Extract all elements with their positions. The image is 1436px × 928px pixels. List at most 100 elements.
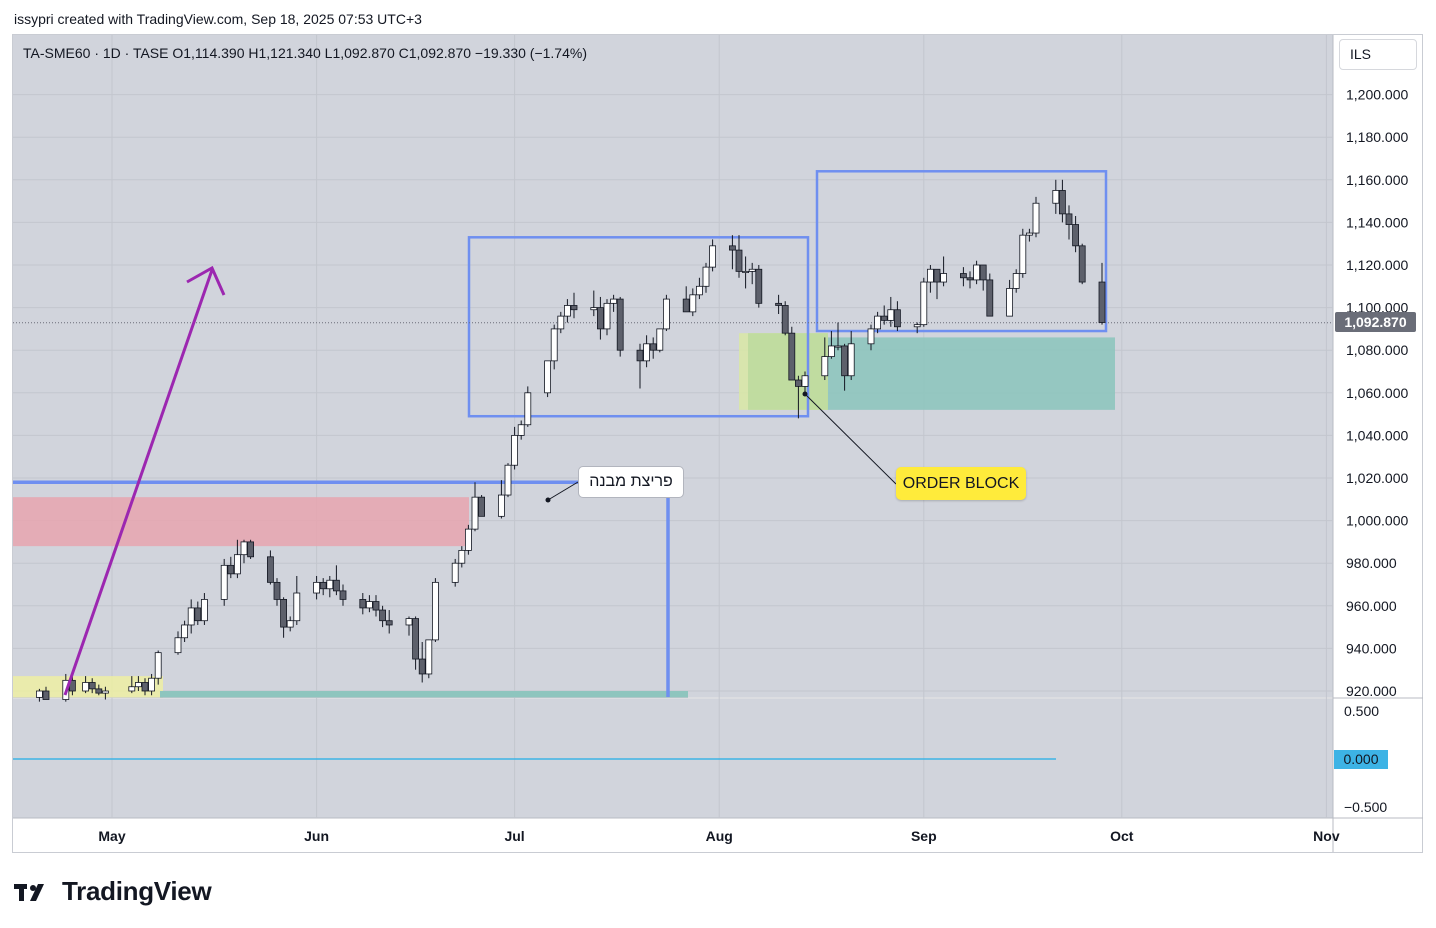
candle-up xyxy=(511,434,519,466)
candle-up xyxy=(497,494,505,517)
range-box-sept xyxy=(815,170,1108,333)
candle-up xyxy=(887,309,895,321)
candle-up xyxy=(656,328,664,351)
candle-down xyxy=(359,599,367,609)
x-tick-label: Sep xyxy=(911,828,937,844)
candle-down xyxy=(418,658,426,675)
last-price-label: 1,092.870 xyxy=(1335,312,1416,332)
candle-down xyxy=(682,298,690,313)
y-tick-label: 1,100.000 xyxy=(1346,300,1408,316)
candle-down xyxy=(266,556,274,583)
candle-up xyxy=(293,592,301,622)
candle-up xyxy=(451,562,459,583)
y-tick-label: 940.000 xyxy=(1346,640,1397,656)
candle-down xyxy=(1059,190,1066,215)
x-tick-label: Aug xyxy=(706,828,733,844)
candle-up xyxy=(471,496,479,530)
candle-up xyxy=(233,554,241,575)
candle-down xyxy=(273,581,281,600)
supply-zone xyxy=(13,497,469,547)
trend-arrow-head xyxy=(186,265,226,296)
candle-up xyxy=(702,266,710,287)
candle-up xyxy=(590,307,598,311)
order-block-label[interactable]: ORDER BLOCK xyxy=(896,467,1026,500)
candle-up xyxy=(696,285,703,296)
tradingview-logo-icon xyxy=(14,883,44,901)
candle-down xyxy=(966,277,974,281)
candle-down xyxy=(979,264,987,281)
candle-down xyxy=(319,581,327,590)
candle-up xyxy=(913,324,921,328)
chart-frame xyxy=(12,34,1423,853)
trend-arrow-line xyxy=(63,269,214,696)
candle-down xyxy=(616,298,624,351)
candle-up xyxy=(603,302,611,330)
candle-up xyxy=(940,273,947,283)
structure-break-label[interactable]: פריצת מבנה xyxy=(578,466,684,498)
candle-up xyxy=(524,392,532,426)
candle-up xyxy=(801,375,809,387)
candle-up xyxy=(431,581,439,641)
candle-up xyxy=(643,343,650,362)
candle-down xyxy=(986,279,994,317)
x-tick-label: Nov xyxy=(1313,828,1340,844)
candle-up xyxy=(1032,202,1040,234)
candle-up xyxy=(187,607,195,626)
candle-up xyxy=(867,328,875,345)
candle-up xyxy=(425,639,433,675)
x-tick-label: Oct xyxy=(1110,828,1134,844)
symbol-legend: TA-SME60 · 1D · TASE O1,114.390 H1,121.3… xyxy=(23,45,587,61)
candle-up xyxy=(405,618,413,626)
candle-up xyxy=(689,294,697,313)
candle-down xyxy=(933,268,941,283)
candle-up xyxy=(550,328,558,362)
candle-up xyxy=(154,652,162,679)
candle-up xyxy=(748,268,756,272)
oscillator-tick-label: 0.500 xyxy=(1344,703,1379,719)
structure-break-anchor xyxy=(545,497,551,503)
candle-up xyxy=(557,315,565,330)
candle-up xyxy=(1019,234,1027,274)
candle-down xyxy=(1065,213,1073,225)
y-tick-label: 960.000 xyxy=(1346,598,1397,614)
candle-up xyxy=(313,581,321,594)
candle-up xyxy=(1052,190,1060,204)
candle-down xyxy=(735,249,743,272)
candle-up xyxy=(610,298,617,304)
candle-down xyxy=(478,496,486,517)
candle-down xyxy=(1078,245,1086,283)
y-tick-label: 1,120.000 xyxy=(1346,257,1408,273)
candle-up xyxy=(102,690,109,694)
candle-up xyxy=(517,424,525,436)
y-tick-label: 1,020.000 xyxy=(1346,470,1408,486)
candle-up xyxy=(1006,288,1013,317)
candle-up xyxy=(174,637,182,654)
candle-up xyxy=(927,268,934,283)
oscillator-zero-label: 0.000 xyxy=(1334,750,1388,769)
candle-up xyxy=(544,360,551,394)
candle-down xyxy=(332,579,340,592)
candle-up xyxy=(1012,273,1020,289)
candle-down xyxy=(841,345,848,377)
base-demand-zone xyxy=(160,691,688,698)
candle-down xyxy=(1098,281,1106,323)
candle-up xyxy=(821,356,829,377)
candle-down xyxy=(788,332,796,381)
candle-up xyxy=(828,345,835,357)
y-tick-label: 1,200.000 xyxy=(1346,87,1408,103)
candle-down xyxy=(280,599,288,628)
candle-down xyxy=(247,541,255,558)
candle-up xyxy=(82,682,89,692)
candle-up xyxy=(286,620,294,628)
structure-break-connector xyxy=(547,481,579,501)
currency-button[interactable]: ILS xyxy=(1339,39,1417,70)
brand-text: TradingView xyxy=(62,876,212,906)
price-pane-bg xyxy=(13,35,1333,697)
y-tick-label: 1,040.000 xyxy=(1346,427,1408,443)
y-tick-label: 1,180.000 xyxy=(1346,129,1408,145)
candle-down xyxy=(755,268,763,304)
candle-down xyxy=(960,273,967,279)
tradingview-brand[interactable]: TradingView xyxy=(14,876,212,907)
candle-down xyxy=(636,349,644,362)
